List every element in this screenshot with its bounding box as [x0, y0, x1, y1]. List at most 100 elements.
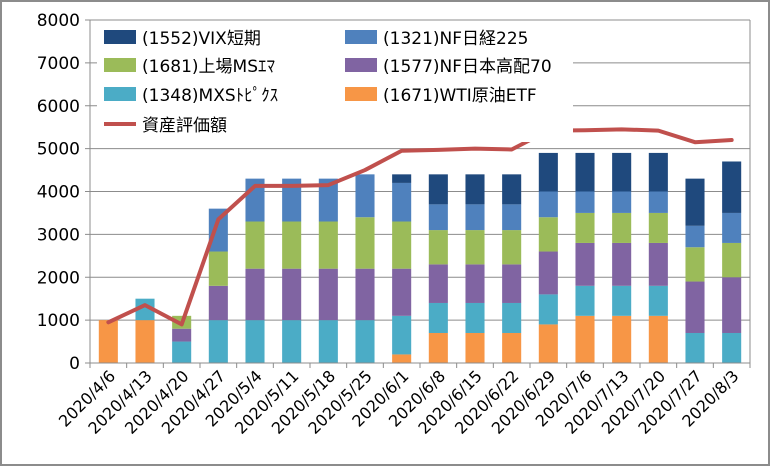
bar-segment: [575, 242, 595, 286]
bar-segment: [685, 225, 705, 248]
legend-swatch: [345, 87, 377, 101]
bar-segment: [245, 268, 265, 321]
legend-label: (1552)VIX短期: [142, 29, 261, 49]
bar-segment: [282, 178, 302, 222]
bar-segment: [612, 242, 632, 286]
bar-segment: [612, 212, 632, 243]
y-tick-label: 6000: [37, 97, 80, 117]
bar-segment: [538, 217, 558, 252]
bar-segment: [648, 152, 668, 192]
bar-segment: [722, 277, 742, 333]
bar-segment: [318, 178, 338, 222]
bar-segment: [428, 174, 448, 205]
bar-segment: [575, 191, 595, 213]
bar-segment: [538, 251, 558, 295]
bar-segment: [428, 302, 448, 333]
legend: (1552)VIX短期 (1321)NF日経225 (1681)上場MSｴﾏ (157…: [97, 22, 573, 142]
bar-segment: [465, 264, 485, 303]
bar-segment: [502, 264, 522, 303]
bar-segment: [428, 264, 448, 303]
bar-segment: [722, 212, 742, 243]
bar-segment: [722, 161, 742, 213]
bar-segment: [648, 315, 668, 363]
bar-segment: [502, 204, 522, 231]
bar-segment: [355, 268, 375, 321]
bar-segment: [318, 221, 338, 269]
asset-value-line: [106, 127, 734, 327]
bar-segment: [502, 230, 522, 265]
bar-segment: [575, 212, 595, 243]
bar-segment: [465, 302, 485, 333]
y-tick-label: 3000: [37, 225, 80, 245]
bars: [98, 152, 742, 363]
legend-box: [97, 22, 573, 142]
legend-swatch: [345, 30, 377, 44]
bar-segment: [575, 152, 595, 192]
bar-segment: [282, 221, 302, 269]
y-tick-label: 0: [69, 354, 80, 374]
bar-segment: [502, 174, 522, 205]
bar-segment: [392, 182, 412, 222]
bar-segment: [355, 320, 375, 363]
bar-segment: [685, 247, 705, 282]
bar-segment: [612, 285, 632, 316]
bar-segment: [502, 302, 522, 333]
bar-segment: [465, 230, 485, 265]
bar-segment: [722, 242, 742, 278]
legend-swatch: [104, 58, 136, 72]
bar-segment: [612, 315, 632, 363]
bar-segment: [172, 341, 192, 363]
y-tick-label: 5000: [37, 140, 80, 160]
bar-segment: [612, 152, 632, 192]
bar-segment: [282, 320, 302, 363]
legend-label: (1577)NF日本高配70: [383, 57, 552, 77]
bar-segment: [502, 332, 522, 363]
bar-segment: [355, 217, 375, 269]
legend-label: (1348)MXSﾄﾋﾟｸｽ: [142, 86, 278, 106]
legend-label: (1321)NF日経225: [383, 29, 528, 49]
bar-segment: [538, 294, 558, 325]
bar-segment: [98, 320, 118, 363]
bar-segment: [392, 268, 412, 316]
bar-segment: [575, 285, 595, 316]
bar-segment: [685, 178, 705, 226]
bar-segment: [685, 332, 705, 363]
bar-segment: [538, 191, 558, 218]
bar-segment: [355, 174, 375, 218]
asset-value-line-path: [106, 127, 734, 327]
bar-segment: [318, 268, 338, 321]
bar-segment: [392, 354, 412, 363]
bar-segment: [428, 230, 448, 265]
bar-segment: [722, 332, 742, 363]
bar-segment: [208, 320, 228, 363]
bar-segment: [648, 242, 668, 286]
y-tick-label: 4000: [37, 183, 80, 203]
y-tick-label: 8000: [37, 11, 80, 31]
legend-label: 資産評価額: [142, 116, 227, 136]
bar-segment: [208, 285, 228, 321]
bar-segment: [538, 152, 558, 192]
bar-segment: [135, 320, 155, 363]
bar-segment: [648, 285, 668, 316]
bar-segment: [392, 221, 412, 269]
bar-segment: [318, 320, 338, 363]
bar-segment: [135, 298, 155, 321]
bar-segment: [172, 328, 192, 342]
bar-segment: [465, 332, 485, 363]
bar-segment: [428, 204, 448, 231]
y-tick-label: 1000: [37, 311, 80, 331]
bar-segment: [282, 268, 302, 321]
bar-segment: [392, 315, 412, 355]
bar-segment: [465, 204, 485, 231]
legend-swatch: [345, 58, 377, 72]
bar-segment: [648, 191, 668, 213]
y-tick-label: 2000: [37, 268, 80, 288]
bar-segment: [612, 191, 632, 213]
bar-segment: [245, 320, 265, 363]
bar-segment: [208, 251, 228, 286]
bar-segment: [245, 221, 265, 269]
bar-segment: [575, 315, 595, 363]
bar-segment: [465, 174, 485, 205]
